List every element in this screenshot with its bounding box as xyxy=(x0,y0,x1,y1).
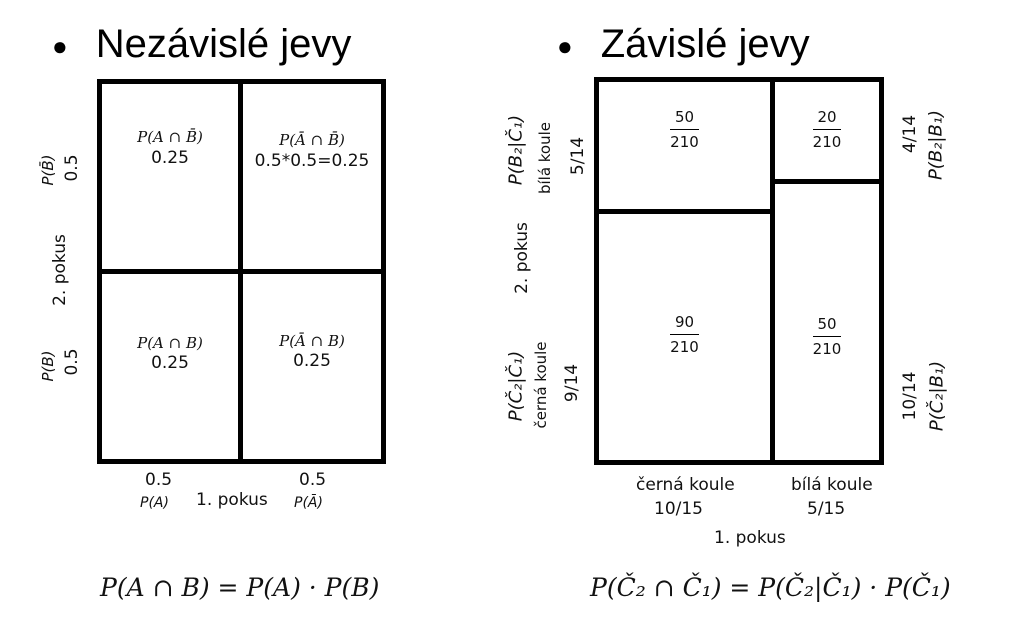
cell-formula: P(A ∩ B) xyxy=(137,334,203,352)
cell-black-white: 50 210 xyxy=(599,108,770,151)
axis-second-trial-dep: 2. pokus xyxy=(512,222,532,294)
side-p-b2-given-b1: P(B₂|B₁) xyxy=(925,109,947,181)
cell-a-and-b: P(A ∩ B) 0.25 xyxy=(102,334,238,373)
cell-value: 0.25 xyxy=(151,148,189,168)
bottom-p-not-a: P(Ā) xyxy=(294,495,323,511)
side-white-ball-label: bílá koule xyxy=(536,121,554,195)
cell-white-black: 50 210 xyxy=(775,315,879,358)
independence-equation: P(A ∩ B) = P(A) · P(B) xyxy=(100,573,380,602)
bottom-white-ball-value: 5/15 xyxy=(807,499,846,519)
bullet-icon: ● xyxy=(557,30,573,61)
fraction-denominator: 210 xyxy=(812,133,842,151)
cell-black-black: 90 210 xyxy=(599,313,770,356)
bottom-white-ball-label: bílá koule xyxy=(791,475,873,495)
axis-second-trial: 2. pokus xyxy=(50,234,70,306)
side-black-after-white-value: 10/14 xyxy=(900,371,920,421)
side-p-not-b-value: 0.5 xyxy=(62,154,82,182)
bottom-p-a-value: 0.5 xyxy=(145,470,173,490)
bottom-black-ball-label: černá koule xyxy=(636,475,735,495)
side-p-c2-given-b1: P(Č₂|B₁) xyxy=(926,360,948,432)
side-p-b-value: 0.5 xyxy=(62,348,82,376)
cell-value: 0.25 xyxy=(293,351,331,371)
fraction-numerator: 20 xyxy=(812,108,842,130)
side-black-ball-label: černá koule xyxy=(532,341,550,429)
dependence-equation: P(Č₂ ∩ Č₁) = P(Č₂|Č₁) · P(Č₁) xyxy=(590,573,951,602)
right-heading: ● Závislé jevy xyxy=(557,22,810,67)
cell-white-white: 20 210 xyxy=(775,108,879,151)
side-white-ball-value: 5/14 xyxy=(568,136,588,176)
dependent-grid xyxy=(594,77,884,465)
cell-a-and-not-b: P(A ∩ B̄) 0.25 xyxy=(102,128,238,168)
side-black-ball-value: 9/14 xyxy=(562,363,582,403)
cell-value: 0.25 xyxy=(151,353,189,373)
dependent-grid-vline xyxy=(770,77,775,465)
left-heading: ● Nezávislé jevy xyxy=(52,22,351,67)
bottom-black-ball-value: 10/15 xyxy=(654,499,703,519)
cell-not-a-and-b: P(Ā ∩ B) 0.25 xyxy=(243,332,381,371)
cell-not-a-and-not-b: P(Ā ∩ B̄) 0.5*0.5=0.25 xyxy=(243,131,381,171)
cell-formula: P(Ā ∩ B̄) xyxy=(279,131,345,149)
bottom-p-not-a-value: 0.5 xyxy=(299,470,327,490)
fraction: 50 210 xyxy=(812,315,842,358)
fraction-numerator: 50 xyxy=(670,108,699,130)
cell-value: 0.5*0.5=0.25 xyxy=(254,151,370,171)
fraction: 50 210 xyxy=(670,108,699,151)
fraction-numerator: 50 xyxy=(812,315,842,337)
axis-first-trial: 1. pokus xyxy=(196,490,268,510)
cell-formula: P(Ā ∩ B) xyxy=(279,332,345,350)
fraction: 20 210 xyxy=(812,108,842,151)
right-heading-text: Závislé jevy xyxy=(600,22,810,66)
side-white-after-white-value: 4/14 xyxy=(900,114,920,154)
side-p-b: P(B) xyxy=(39,350,57,382)
fraction-denominator: 210 xyxy=(670,133,699,151)
side-p-not-b: P(B̄) xyxy=(39,154,57,186)
fraction-denominator: 210 xyxy=(812,340,842,358)
dependent-grid-hline-right xyxy=(773,179,884,184)
bullet-icon: ● xyxy=(52,30,68,61)
axis-first-trial-dep: 1. pokus xyxy=(714,528,786,548)
fraction-denominator: 210 xyxy=(670,338,699,356)
cell-formula: P(A ∩ B̄) xyxy=(137,128,203,146)
side-p-c2-given-c1: P(Č₂|Č₁) xyxy=(505,350,527,422)
independent-grid-hline xyxy=(97,269,386,274)
fraction-numerator: 90 xyxy=(670,313,699,335)
left-heading-text: Nezávislé jevy xyxy=(95,22,352,66)
fraction: 90 210 xyxy=(670,313,699,356)
dependent-grid-hline-left xyxy=(594,209,773,214)
side-p-b2-given-c1: P(B₂|Č₁) xyxy=(505,114,527,186)
bottom-p-a: P(A) xyxy=(140,495,169,511)
